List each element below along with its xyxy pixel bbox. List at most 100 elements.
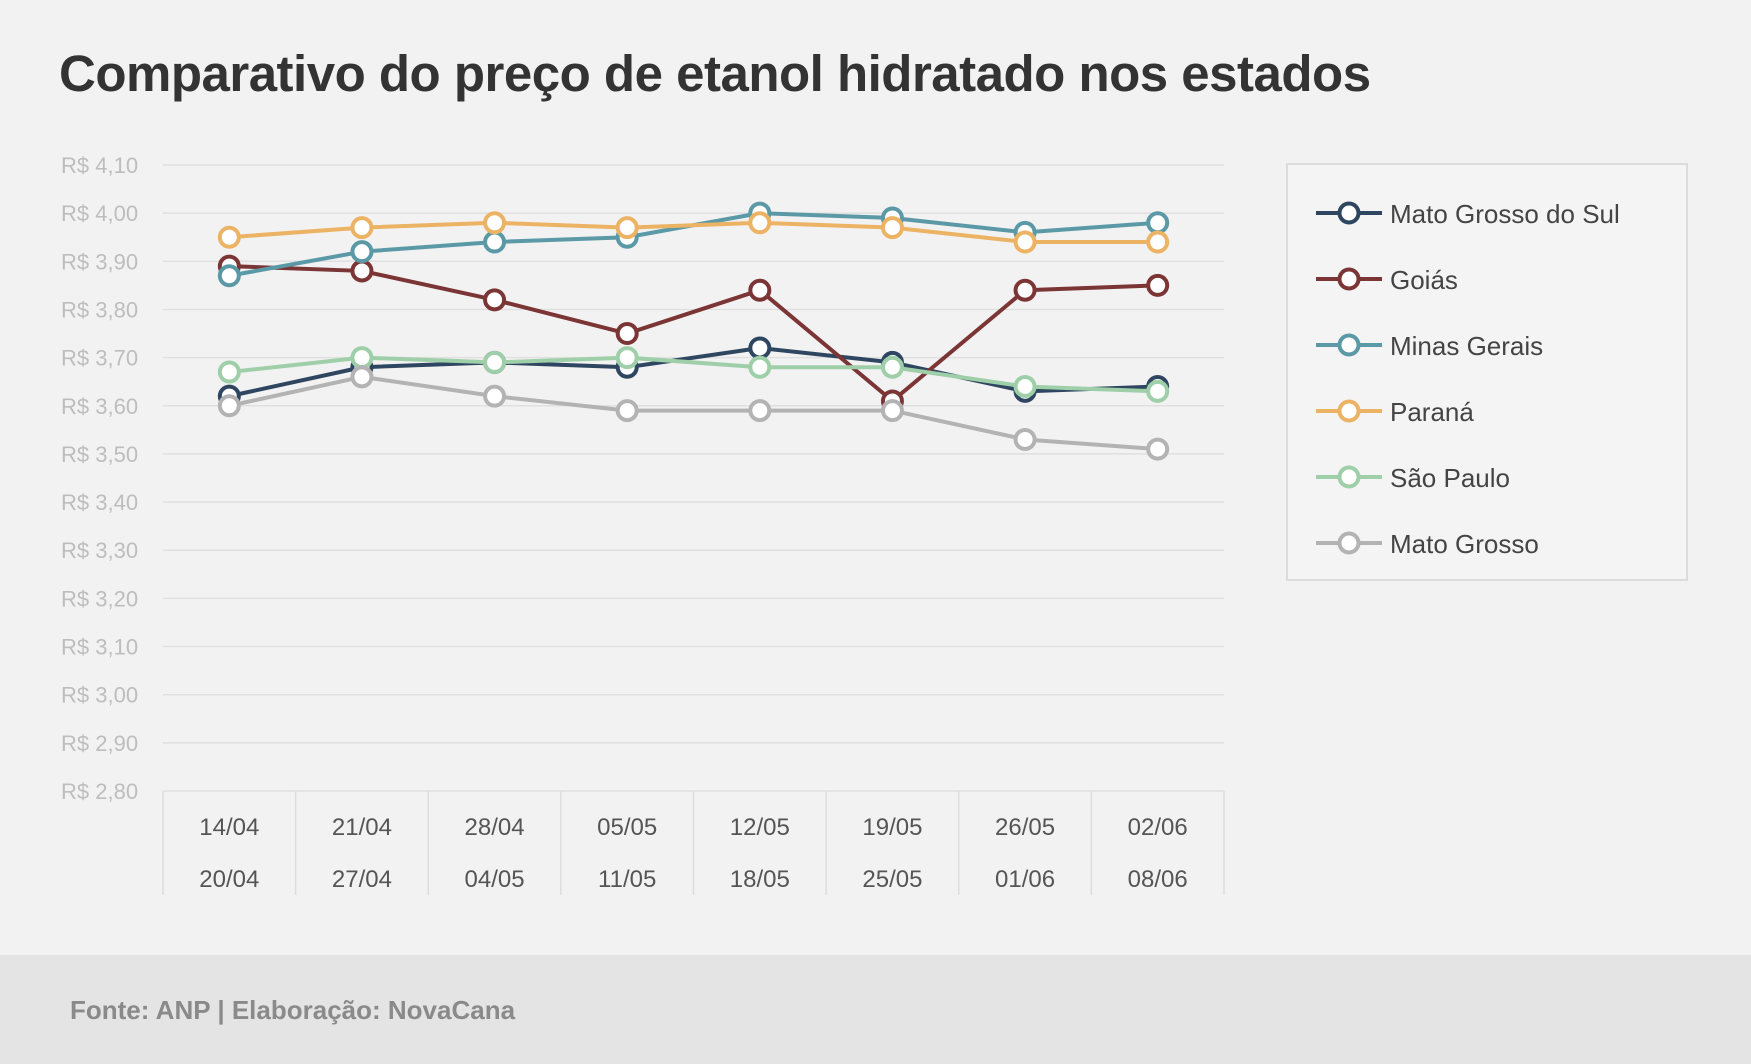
legend-swatch-marker — [1337, 531, 1361, 555]
legend-swatch-marker — [1337, 201, 1361, 225]
x-tick-label-end: 27/04 — [332, 866, 392, 893]
data-point — [483, 230, 507, 254]
data-point — [1013, 427, 1037, 451]
y-axis-ticks: R$ 4,10 R$ 4,00 R$ 3,90 R$ 3,80 R$ 3,70 R$ 3,… — [61, 153, 138, 804]
data-point — [1146, 379, 1170, 403]
legend-swatch — [1316, 201, 1382, 225]
x-tick-label-start: 26/05 — [995, 814, 1055, 841]
data-point — [880, 399, 904, 423]
data-point — [350, 365, 374, 389]
legend-item: Minas Gerais — [1314, 325, 1684, 365]
y-tick-label: R$ 3,20 — [61, 586, 138, 611]
data-point — [483, 350, 507, 374]
legend-item: Goiás — [1314, 259, 1684, 299]
data-point — [350, 346, 374, 370]
data-point — [350, 240, 374, 264]
data-point — [217, 394, 241, 418]
legend-swatch — [1316, 333, 1382, 357]
data-point — [1146, 437, 1170, 461]
data-point — [1013, 278, 1037, 302]
series-parana — [217, 211, 1170, 254]
y-tick-label: R$ 2,90 — [61, 731, 138, 756]
footer: Fonte: ANP | Elaboração: NovaCana — [0, 955, 1751, 1064]
series-lines — [217, 201, 1170, 461]
data-point — [350, 259, 374, 283]
series-mato-grosso — [217, 365, 1170, 461]
x-tick-label-end: 18/05 — [730, 866, 790, 893]
series-line — [228, 374, 1158, 452]
data-point — [615, 216, 639, 240]
data-point — [217, 225, 241, 249]
series-line — [229, 264, 1158, 403]
y-tick-label: R$ 2,80 — [61, 779, 138, 804]
y-tick-label: R$ 3,80 — [61, 297, 138, 322]
x-tick-label-start: 28/04 — [465, 814, 525, 841]
legend-item: Mato Grosso — [1314, 523, 1684, 563]
series-line — [229, 355, 1158, 394]
legend-label: Mato Grosso — [1390, 529, 1539, 559]
data-point — [880, 216, 904, 240]
data-point — [1013, 230, 1037, 254]
x-tick-label-end: 25/05 — [862, 866, 922, 893]
data-point — [217, 360, 241, 384]
data-point — [483, 211, 507, 235]
x-tick-label-start: 19/05 — [862, 814, 922, 841]
legend-swatch — [1316, 399, 1382, 423]
data-point — [483, 384, 507, 408]
data-point — [880, 355, 904, 379]
data-point — [748, 355, 772, 379]
legend-label: Mato Grosso do Sul — [1390, 199, 1620, 229]
legend-swatch-marker — [1337, 333, 1361, 357]
x-tick-label-end: 01/06 — [995, 866, 1055, 893]
y-tick-label: R$ 3,30 — [61, 538, 138, 563]
data-point — [350, 216, 374, 240]
data-point — [615, 346, 639, 370]
y-tick-label: R$ 3,70 — [61, 346, 138, 371]
data-point — [1146, 211, 1170, 235]
legend-label: Goiás — [1390, 265, 1458, 295]
x-tick-label-start: 05/05 — [597, 814, 657, 841]
data-point — [615, 322, 639, 346]
chart-title: Comparativo do preço de etanol hidratado… — [59, 45, 1371, 102]
x-tick-label-start: 12/05 — [730, 814, 790, 841]
data-point — [483, 288, 507, 312]
legend-label: São Paulo — [1390, 463, 1510, 493]
legend-item: São Paulo — [1314, 457, 1684, 497]
x-axis-ticks: 14/04 20/04 21/04 27/04 28/04 04/05 05/05 11/05… — [199, 814, 1187, 893]
legend-label: Paraná — [1390, 397, 1474, 427]
data-point — [1146, 230, 1170, 254]
legend-swatch-marker — [1337, 267, 1361, 291]
y-tick-label: R$ 3,40 — [61, 490, 138, 515]
y-tick-label: R$ 3,50 — [61, 442, 138, 467]
series-sao-paulo — [217, 346, 1170, 403]
line-chart: R$ 4,10 R$ 4,00 R$ 3,90 R$ 3,80 R$ 3,70 R$ 3,… — [61, 153, 1225, 895]
y-tick-label: R$ 3,90 — [61, 249, 138, 274]
legend: Mato Grosso do Sul Goiás Minas Gerais Paran… — [1286, 163, 1688, 581]
x-tick-label-start: 14/04 — [199, 814, 259, 841]
y-tick-label: R$ 3,10 — [61, 635, 138, 660]
data-point — [748, 278, 772, 302]
y-tick-label: R$ 4,00 — [61, 201, 138, 226]
gridlines — [162, 164, 1225, 895]
x-tick-label-start: 02/06 — [1128, 814, 1188, 841]
x-tick-label-end: 20/04 — [199, 866, 259, 893]
data-point — [748, 399, 772, 423]
series-line — [229, 220, 1158, 245]
legend-label: Minas Gerais — [1390, 331, 1544, 361]
data-point — [217, 264, 241, 288]
x-tick-label-start: 21/04 — [332, 814, 392, 841]
data-point — [1146, 273, 1170, 297]
y-tick-label: R$ 3,00 — [61, 683, 138, 708]
legend-swatch-marker — [1337, 465, 1361, 489]
y-tick-label: R$ 3,60 — [61, 394, 138, 419]
legend-swatch — [1316, 267, 1382, 291]
data-point — [748, 336, 772, 360]
y-tick-label: R$ 4,10 — [61, 153, 138, 178]
legend-item: Paraná — [1314, 391, 1684, 431]
x-tick-label-end: 04/05 — [465, 866, 525, 893]
x-tick-label-end: 08/06 — [1128, 866, 1188, 893]
legend-swatch — [1316, 531, 1382, 555]
source-note: Fonte: ANP | Elaboração: NovaCana — [70, 995, 516, 1025]
data-point — [1013, 375, 1037, 399]
data-point — [748, 211, 772, 235]
